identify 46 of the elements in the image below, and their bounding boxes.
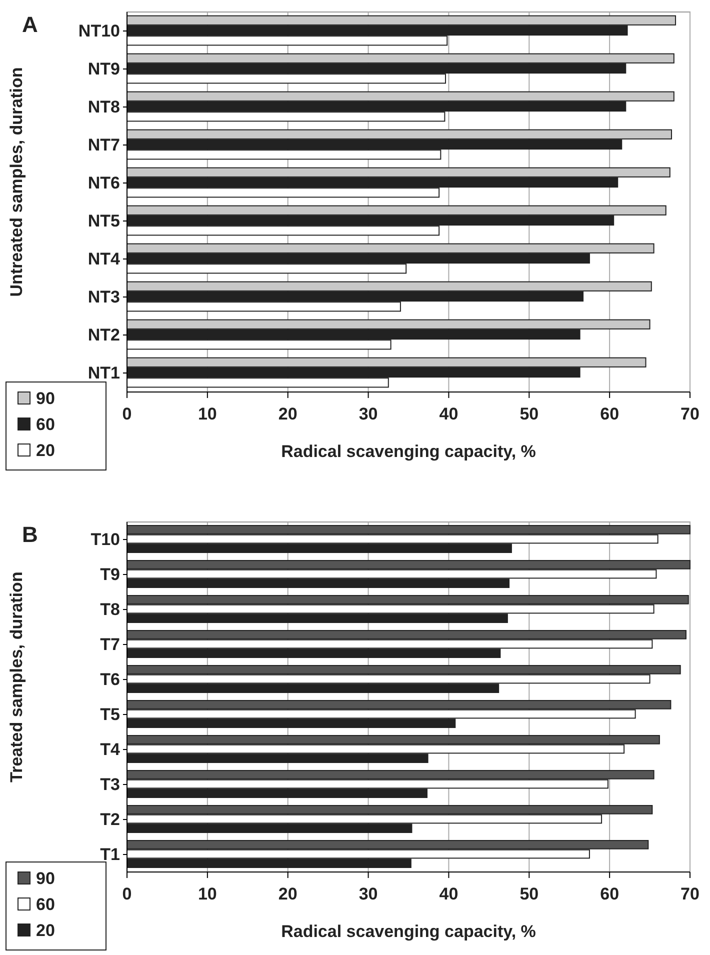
y-tick-label: NT1	[88, 363, 120, 382]
y-tick-label: NT4	[88, 249, 121, 268]
x-tick-label: 50	[520, 884, 539, 904]
x-tick-label: 40	[439, 884, 458, 904]
y-tick-label: NT10	[78, 21, 120, 40]
y-tick-label: NT9	[88, 59, 120, 78]
x-tick-label: 70	[680, 404, 700, 424]
chart-title: B	[22, 522, 38, 547]
x-tick-label: 40	[439, 404, 458, 424]
y-tick-label: T4	[100, 740, 121, 759]
legend-label: 20	[36, 441, 55, 460]
y-tick-label: T8	[100, 600, 120, 619]
x-tick-label: 0	[122, 404, 132, 424]
y-axis-title: Treated samples, duration	[7, 572, 26, 782]
chart-title: A	[22, 12, 38, 37]
y-tick-label: NT6	[88, 173, 120, 192]
legend-label: 90	[36, 869, 55, 888]
x-tick-label: 20	[278, 884, 298, 904]
y-tick-label: T6	[100, 670, 120, 689]
y-tick-label: NT3	[88, 287, 120, 306]
legend-label: 20	[36, 921, 55, 940]
x-tick-label: 10	[198, 884, 217, 904]
y-tick-label: T2	[100, 810, 120, 829]
y-tick-label: NT5	[88, 211, 120, 230]
y-tick-label: T7	[100, 634, 120, 654]
x-axis-title: Radical scavenging capacity, %	[281, 442, 536, 461]
x-tick-label: 50	[520, 404, 539, 424]
x-tick-label: 70	[680, 884, 700, 904]
y-tick-label: T9	[100, 564, 120, 584]
legend-label: 90	[36, 389, 55, 408]
x-tick-label: 60	[600, 404, 620, 424]
y-axis-title: Untreated samples, duration	[7, 67, 26, 297]
y-tick-label: T3	[100, 774, 120, 794]
x-tick-label: 30	[358, 404, 378, 424]
x-tick-label: 30	[358, 884, 378, 904]
y-tick-label: NT7	[88, 135, 120, 154]
y-tick-label: NT2	[88, 325, 120, 344]
x-tick-label: 20	[278, 404, 298, 424]
y-tick-label: T10	[90, 530, 120, 549]
y-tick-label: T5	[100, 704, 120, 724]
x-tick-label: 0	[122, 884, 132, 904]
y-tick-label: T1	[100, 844, 120, 864]
x-tick-label: 10	[198, 404, 217, 424]
x-axis-title: Radical scavenging capacity, %	[281, 922, 536, 941]
y-tick-label: NT8	[88, 97, 120, 116]
x-tick-label: 60	[600, 884, 620, 904]
